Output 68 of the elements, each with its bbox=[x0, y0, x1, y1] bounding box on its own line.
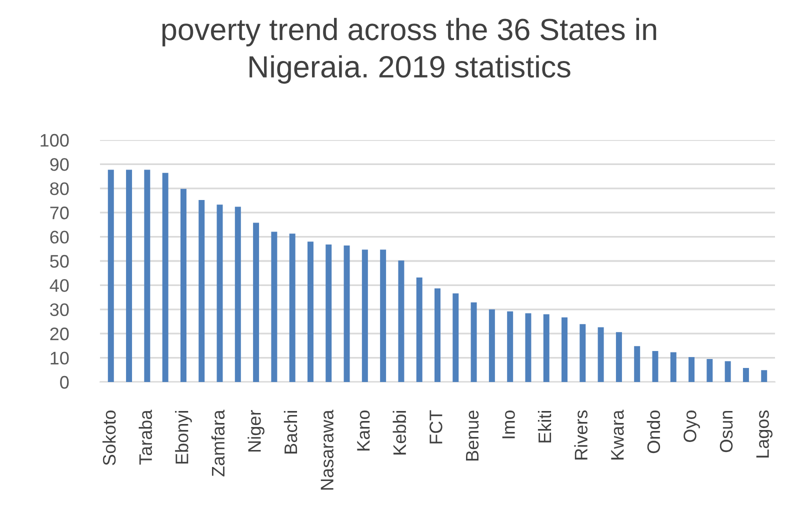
bar bbox=[307, 242, 314, 382]
x-tick-label: Benue bbox=[466, 410, 479, 461]
bar bbox=[670, 352, 676, 382]
y-tick-label: 10 bbox=[50, 352, 69, 365]
bar bbox=[108, 170, 114, 382]
bar bbox=[289, 234, 296, 382]
x-tick-label: Oyo bbox=[684, 410, 700, 442]
bar bbox=[470, 302, 477, 382]
y-tick-label: 60 bbox=[50, 230, 69, 244]
bar bbox=[598, 327, 604, 382]
x-tick-label: Niger bbox=[248, 410, 264, 452]
bar bbox=[180, 188, 186, 382]
bar bbox=[326, 244, 332, 382]
bar bbox=[616, 332, 622, 382]
bar bbox=[452, 293, 459, 382]
bar bbox=[216, 204, 223, 382]
y-tick-label: 100 bbox=[40, 134, 69, 147]
x-tick-label: Kebbi bbox=[392, 410, 406, 454]
bar bbox=[198, 200, 205, 382]
bar bbox=[416, 277, 422, 382]
bar bbox=[271, 232, 278, 382]
y-tick-label: 20 bbox=[50, 328, 69, 340]
bar bbox=[742, 368, 749, 382]
x-tick-label: Nasarawa bbox=[320, 410, 334, 490]
bar bbox=[362, 250, 368, 382]
y-tick-label: 80 bbox=[50, 182, 69, 196]
y-tick-label: 30 bbox=[50, 303, 69, 316]
bar bbox=[344, 246, 350, 382]
bar bbox=[144, 170, 150, 382]
x-tick-label: Rivers bbox=[574, 410, 588, 460]
x-tick-label: Zamfara bbox=[211, 410, 225, 476]
x-tick-label: Sokoto bbox=[102, 410, 116, 466]
bar bbox=[562, 317, 568, 382]
bar bbox=[724, 361, 731, 382]
bar bbox=[162, 172, 168, 382]
y-tick-label: 0 bbox=[60, 376, 69, 389]
bar bbox=[652, 351, 658, 382]
bar bbox=[525, 313, 532, 382]
y-tick-label: 70 bbox=[50, 206, 69, 220]
bar bbox=[706, 359, 713, 382]
x-tick-label: Ebonyi bbox=[175, 410, 192, 464]
x-tick-label: Kwara bbox=[611, 410, 624, 460]
bar bbox=[634, 346, 640, 382]
bar bbox=[543, 314, 550, 382]
bar bbox=[761, 370, 768, 382]
bar bbox=[253, 222, 260, 382]
x-tick-label: Osun bbox=[720, 410, 733, 452]
bar bbox=[488, 309, 495, 382]
y-tick-label: 90 bbox=[50, 158, 69, 171]
bar bbox=[126, 170, 132, 382]
bar bbox=[380, 250, 386, 382]
bar bbox=[507, 311, 514, 382]
y-tick-label: 40 bbox=[50, 279, 69, 292]
x-tick-label: Kano bbox=[357, 410, 370, 450]
x-tick-label: Ondo bbox=[646, 410, 660, 454]
bar bbox=[398, 260, 404, 382]
bar bbox=[580, 324, 586, 382]
x-tick-label: FCT bbox=[430, 410, 442, 444]
x-tick-label: Lagos bbox=[756, 410, 773, 458]
chart-title: poverty trend across the 36 States in Nigeraia. 2019 statistics bbox=[162, 18, 656, 84]
y-tick-label: 50 bbox=[50, 254, 69, 268]
x-tick-label: Imo bbox=[502, 410, 515, 438]
x-tick-label: Taraba bbox=[138, 410, 152, 465]
bar bbox=[688, 357, 695, 382]
bar bbox=[434, 288, 440, 382]
x-tick-label: Ekiti bbox=[538, 410, 552, 442]
x-tick-label: Bachi bbox=[284, 410, 298, 454]
bar bbox=[234, 206, 241, 382]
